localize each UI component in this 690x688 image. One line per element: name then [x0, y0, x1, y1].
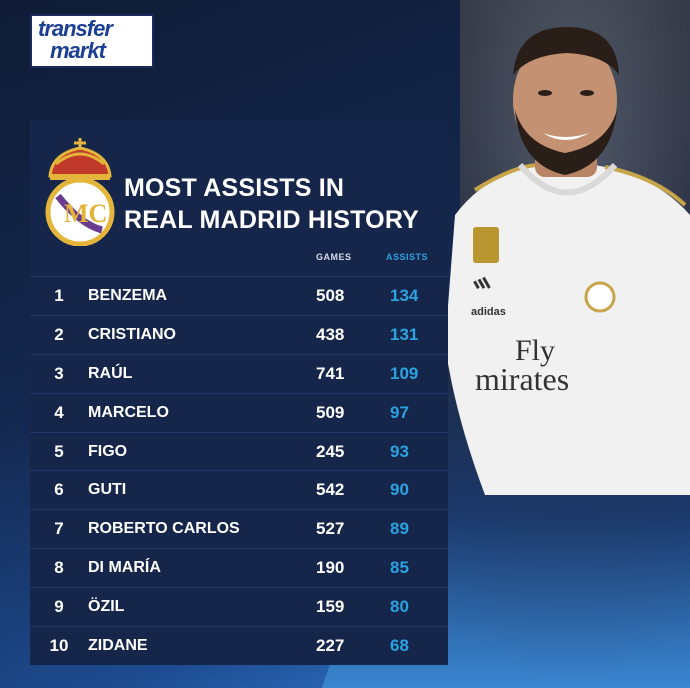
sponsor-text-line2: mirates [475, 361, 569, 397]
player-name-cell: GUTI [88, 481, 127, 499]
games-cell: 190 [316, 558, 345, 578]
games-cell: 438 [316, 324, 345, 344]
table-row: 5 FIGO 245 93 [30, 431, 448, 471]
assists-cell: 89 [390, 519, 409, 539]
assists-cell: 134 [390, 285, 419, 305]
table-row: 3 RAÚL 741 109 [30, 353, 448, 393]
assists-cell: 80 [390, 597, 409, 617]
player-photo: adidas Fly mirates [445, 27, 690, 495]
player-name-cell: RAÚL [88, 364, 133, 382]
table-row: 6 GUTI 542 90 [30, 470, 448, 509]
assists-table-panel: MC MOST ASSISTS IN REAL MADRID HISTORY G… [30, 120, 448, 665]
assists-table: 1 BENZEMA 508 134 2 CRISTIANO 438 131 3 … [30, 276, 448, 665]
assists-cell: 131 [390, 324, 419, 344]
page-title: MOST ASSISTS IN REAL MADRID HISTORY [124, 172, 434, 236]
table-row: 7 ROBERTO CARLOS 527 89 [30, 509, 448, 548]
page-title-line2: REAL MADRID HISTORY [124, 206, 420, 234]
rank-cell: 10 [49, 635, 69, 655]
player-name-cell: MARCELO [88, 403, 169, 421]
table-row: 10 ZIDANE 227 68 [30, 626, 448, 665]
table-row: 2 CRISTIANO 438 131 [30, 314, 448, 354]
column-header-games: GAMES [316, 252, 352, 262]
rank-cell: 2 [54, 324, 64, 344]
rank-cell: 8 [54, 558, 64, 578]
page-title-line1: MOST ASSISTS IN [124, 174, 345, 202]
rank-cell: 1 [54, 285, 64, 305]
rank-cell: 3 [54, 363, 64, 383]
column-header-assists: ASSISTS [386, 252, 429, 262]
rank-cell: 5 [54, 441, 64, 461]
brand-logo-line1: transfer [38, 16, 113, 41]
svg-text:MC: MC [64, 199, 107, 228]
player-name-cell: ZIDANE [88, 636, 148, 654]
table-row: 1 BENZEMA 508 134 [30, 276, 448, 315]
player-name-cell: ÖZIL [88, 598, 125, 616]
games-cell: 159 [316, 597, 345, 617]
rank-cell: 6 [54, 480, 64, 500]
games-cell: 741 [316, 363, 345, 383]
table-row: 4 MARCELO 509 97 [30, 392, 448, 432]
assists-cell: 93 [390, 441, 409, 461]
games-cell: 508 [316, 285, 345, 305]
games-cell: 245 [316, 441, 345, 461]
assists-cell: 109 [390, 363, 419, 383]
assists-cell: 97 [390, 402, 409, 422]
player-name-cell: CRISTIANO [88, 325, 176, 343]
rank-cell: 4 [54, 402, 64, 422]
player-name-cell: FIGO [88, 442, 128, 460]
kit-brand-text: adidas [471, 306, 506, 318]
games-cell: 542 [316, 480, 345, 500]
assists-cell: 85 [390, 558, 409, 578]
assists-cell: 90 [390, 480, 409, 500]
brand-logo-line2: markt [50, 38, 106, 63]
sponsor-text-line1: Fly [515, 334, 555, 367]
rank-cell: 7 [54, 519, 64, 539]
games-cell: 509 [316, 402, 345, 422]
player-name-cell: BENZEMA [88, 286, 168, 304]
games-cell: 527 [316, 519, 345, 539]
club-crest-icon: MC [45, 138, 115, 246]
player-name-cell: DI MARÍA [88, 559, 161, 577]
brand-logo: transfer markt [30, 14, 154, 68]
games-cell: 227 [316, 635, 345, 655]
player-name-cell: ROBERTO CARLOS [88, 520, 240, 538]
table-row: 9 ÖZIL 159 80 [30, 587, 448, 626]
rank-cell: 9 [54, 597, 64, 617]
assists-cell: 68 [390, 635, 409, 655]
table-row: 8 DI MARÍA 190 85 [30, 548, 448, 587]
